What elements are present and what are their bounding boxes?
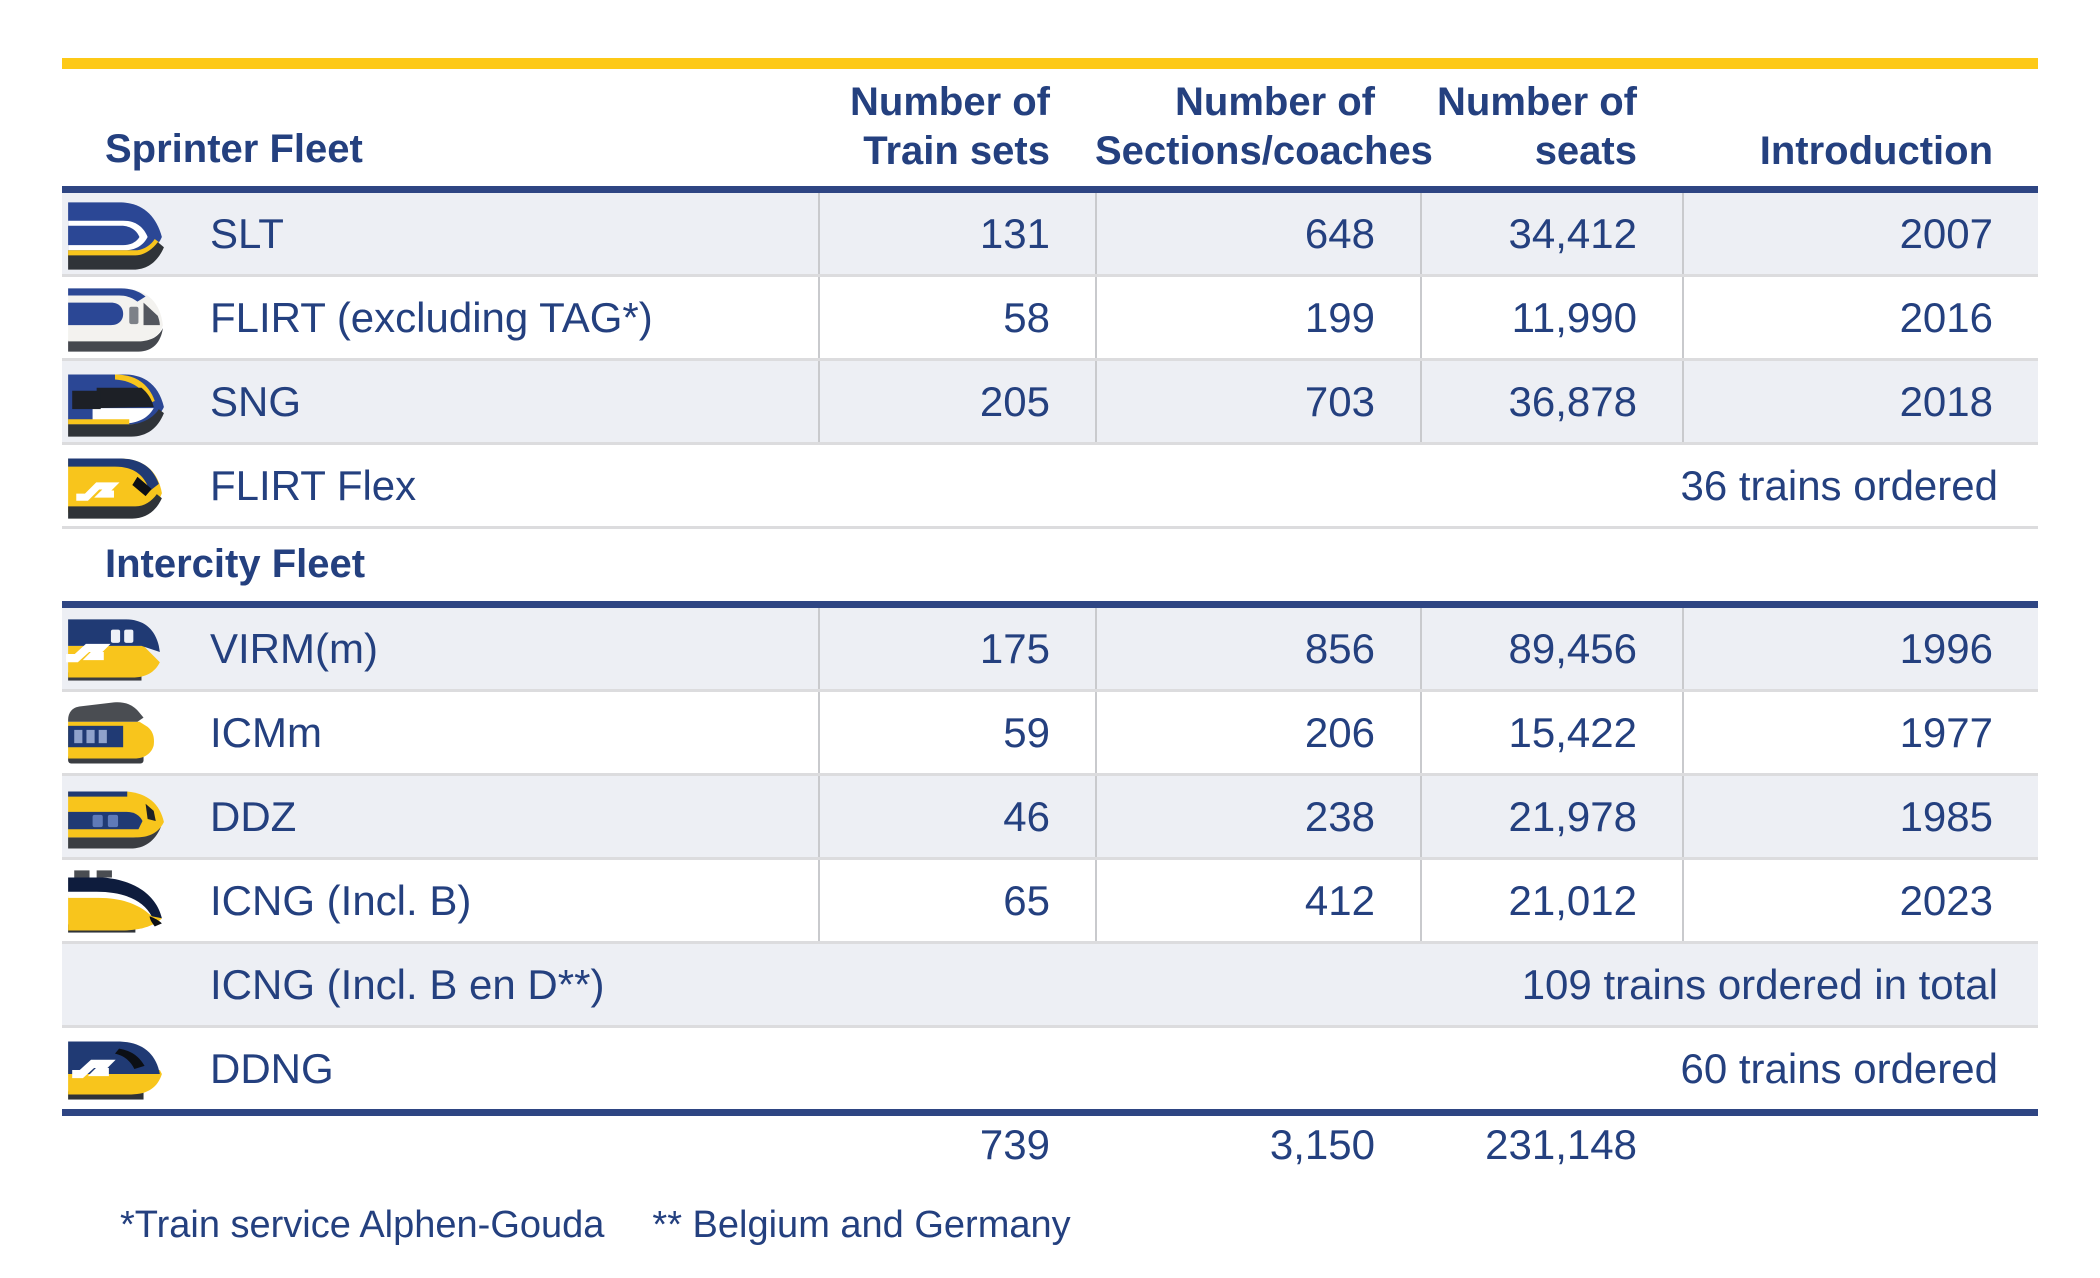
train-name: SLT	[210, 209, 284, 257]
intercity-header-rule	[62, 601, 2038, 608]
flirt-train-icon	[62, 282, 168, 358]
table-row-ddz: DDZ 46 238 21,978 1985	[62, 776, 2038, 860]
sng-train-icon	[62, 366, 168, 442]
fleet-table: Sprinter Fleet Number of Train sets Numb…	[62, 0, 2038, 1174]
seats-value: 89,456	[1420, 608, 1682, 689]
seats-value: 36,878	[1420, 361, 1682, 442]
total-seats: 231,148	[1485, 1121, 1637, 1168]
intercity-section-title: Intercity Fleet	[105, 542, 366, 586]
introduction-value: 2018	[1682, 361, 2038, 442]
trainsets-value: 46	[818, 776, 1095, 857]
table-row-icng: ICNG (Incl. B) 65 412 21,012 2023	[62, 860, 2038, 944]
ddz-train-icon	[62, 781, 168, 857]
trainsets-value: 59	[818, 692, 1095, 773]
sections-value: 238	[1095, 776, 1420, 857]
sections-value: 412	[1095, 860, 1420, 941]
trainsets-value: 65	[818, 860, 1095, 941]
introduction-value: 1996	[1682, 608, 2038, 689]
introduction-value: 2023	[1682, 860, 2038, 941]
seats-value: 34,412	[1420, 193, 1682, 274]
ddng-train-icon	[62, 1033, 168, 1109]
train-name: DDNG	[210, 1044, 334, 1092]
introduction-value: 2016	[1682, 277, 2038, 358]
table-row-slt: SLT 131 648 34,412 2007	[62, 193, 2038, 277]
intercity-header-row: Intercity Fleet	[62, 529, 2038, 601]
trainsets-value: 205	[818, 361, 1095, 442]
sections-value: 206	[1095, 692, 1420, 773]
seats-value: 15,422	[1420, 692, 1682, 773]
flirt-flex-train-icon	[62, 450, 168, 526]
virm-train-icon	[62, 613, 168, 689]
sprinter-header-row: Sprinter Fleet Number of Train sets Numb…	[62, 58, 2038, 186]
order-note: 109 trains ordered in total	[1521, 960, 1998, 1008]
footnotes: *Train service Alphen-Gouda ** Belgium a…	[120, 1204, 2100, 1247]
top-accent-bar	[62, 58, 2038, 69]
icng-train-icon	[62, 865, 168, 941]
table-row-flirt-flex: FLIRT Flex 36 trains ordered	[62, 445, 2038, 529]
train-name: VIRM(m)	[210, 624, 378, 672]
train-name: DDZ	[210, 792, 297, 840]
table-row-virm: VIRM(m) 175 856 89,456 1996	[62, 608, 2038, 692]
train-name: ICMm	[210, 708, 322, 756]
trainsets-value: 175	[818, 608, 1095, 689]
seats-value: 21,012	[1420, 860, 1682, 941]
trainsets-value: 131	[818, 193, 1095, 274]
column-header-seats: Number of seats	[1437, 80, 1637, 174]
introduction-value: 1985	[1682, 776, 2038, 857]
totals-rule	[62, 1109, 2038, 1116]
table-row-ddng: DDNG 60 trains ordered	[62, 1028, 2038, 1109]
total-trainsets: 739	[979, 1121, 1050, 1168]
trainsets-value: 58	[818, 277, 1095, 358]
footnote-tag: *Train service Alphen-Gouda	[120, 1204, 605, 1246]
introduction-value: 1977	[1682, 692, 2038, 773]
seats-value: 11,990	[1420, 277, 1682, 358]
slt-train-icon	[62, 198, 168, 274]
footnote-countries: ** Belgium and Germany	[652, 1204, 1071, 1246]
train-name: ICNG (Incl. B)	[210, 876, 472, 924]
sprinter-header-rule	[62, 186, 2038, 193]
train-name: SNG	[210, 377, 302, 425]
sections-value: 856	[1095, 608, 1420, 689]
sections-value: 648	[1095, 193, 1420, 274]
order-note: 60 trains ordered	[1680, 1044, 1998, 1092]
table-row-icmm: ICMm 59 206 15,422 1977	[62, 692, 2038, 776]
icmm-train-icon	[62, 697, 168, 773]
table-row-icng-bd: ICNG (Incl. B en D**) 109 trains ordered…	[62, 944, 2038, 1028]
order-note: 36 trains ordered	[1680, 461, 1998, 509]
seats-value: 21,978	[1420, 776, 1682, 857]
column-header-train-sets: Number of Train sets	[850, 80, 1050, 174]
sections-value: 703	[1095, 361, 1420, 442]
train-name: ICNG (Incl. B en D**)	[210, 960, 605, 1008]
totals-row: 739 3,150 231,148	[62, 1116, 2038, 1174]
sprinter-section-title: Sprinter Fleet	[105, 127, 363, 171]
total-sections: 3,150	[1269, 1121, 1375, 1168]
sections-value: 199	[1095, 277, 1420, 358]
table-row-flirt: FLIRT (excluding TAG*) 58 199 11,990 201…	[62, 277, 2038, 361]
train-name: FLIRT (excluding TAG*)	[210, 293, 653, 341]
table-row-sng: SNG 205 703 36,878 2018	[62, 361, 2038, 445]
column-header-introduction: Introduction	[1759, 129, 1993, 174]
train-name: FLIRT Flex	[210, 461, 417, 509]
column-header-sections-coaches: Number of Sections/coaches	[1095, 80, 1433, 174]
introduction-value: 2007	[1682, 193, 2038, 274]
